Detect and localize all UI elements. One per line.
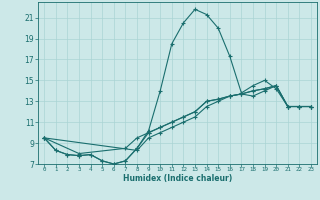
X-axis label: Humidex (Indice chaleur): Humidex (Indice chaleur) — [123, 174, 232, 183]
